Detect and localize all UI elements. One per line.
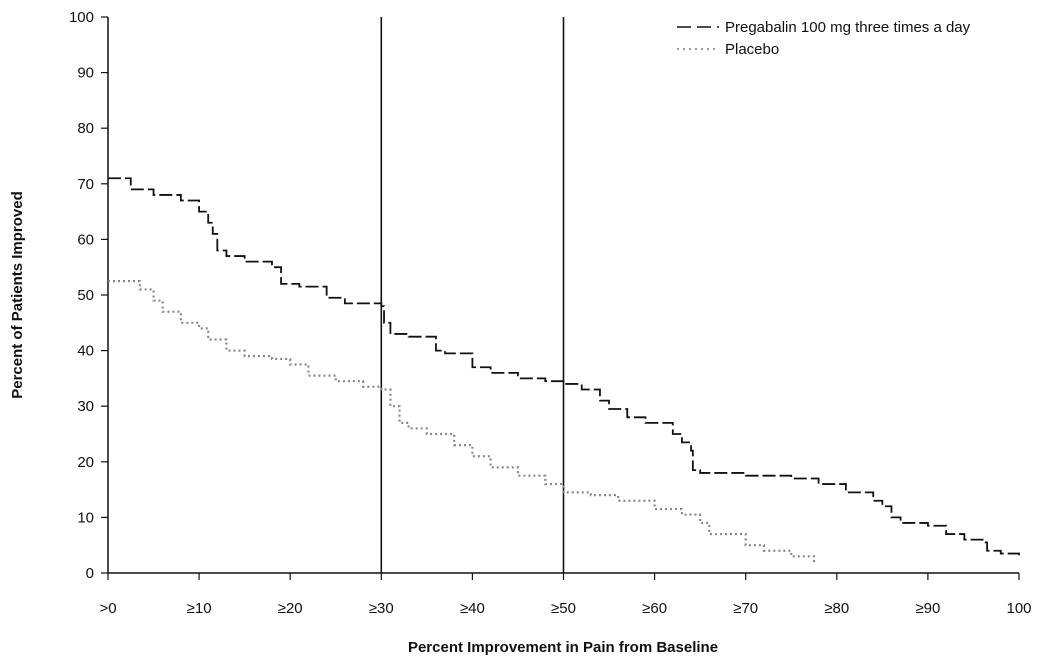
y-axis-ticks: 0 10 20 30 40 50 60 70 80 90 100 — [69, 9, 108, 582]
x-tick-label: ≥70 — [733, 600, 758, 617]
y-tick-label: 80 — [77, 120, 94, 137]
y-tick-label: 90 — [77, 65, 94, 82]
y-tick-label: 100 — [69, 9, 94, 26]
y-tick-label: 20 — [77, 454, 94, 471]
reference-lines — [380, 17, 565, 573]
x-tick-label: ≥10 — [187, 600, 212, 617]
y-tick-label: 10 — [77, 509, 94, 526]
y-tick-label: 60 — [77, 231, 94, 248]
x-axis-ticks: >0 ≥10 ≥20 ≥30 ≥40 ≥50 ≥60 ≥70 ≥80 ≥90 100 — [99, 573, 1032, 617]
x-tick-label: >0 — [99, 600, 116, 617]
legend: Pregabalin 100 mg three times a day Plac… — [677, 19, 971, 58]
y-tick-label: 0 — [86, 565, 94, 582]
x-tick-label: ≥40 — [460, 600, 485, 617]
x-tick-label: ≥20 — [278, 600, 303, 617]
y-tick-label: 70 — [77, 176, 94, 193]
y-tick-label: 30 — [77, 398, 94, 415]
x-tick-label: 100 — [1006, 600, 1031, 617]
x-tick-label: ≥90 — [915, 600, 940, 617]
legend-label-pregabalin: Pregabalin 100 mg three times a day — [725, 19, 971, 36]
x-tick-label: ≥50 — [551, 600, 576, 617]
series-line-pregabalin — [108, 177, 1020, 560]
x-tick-label: ≥60 — [642, 600, 667, 617]
y-tick-label: 50 — [77, 287, 94, 304]
y-axis-title: Percent of Patients Improved — [9, 191, 26, 399]
y-tick-label: 40 — [77, 343, 94, 360]
x-tick-label: ≥30 — [369, 600, 394, 617]
x-tick-label: ≥80 — [824, 600, 849, 617]
legend-label-placebo: Placebo — [725, 41, 779, 58]
x-axis-title: Percent Improvement in Pain from Baselin… — [408, 639, 718, 656]
series-line-placebo — [108, 280, 816, 565]
series-group — [108, 177, 1020, 565]
